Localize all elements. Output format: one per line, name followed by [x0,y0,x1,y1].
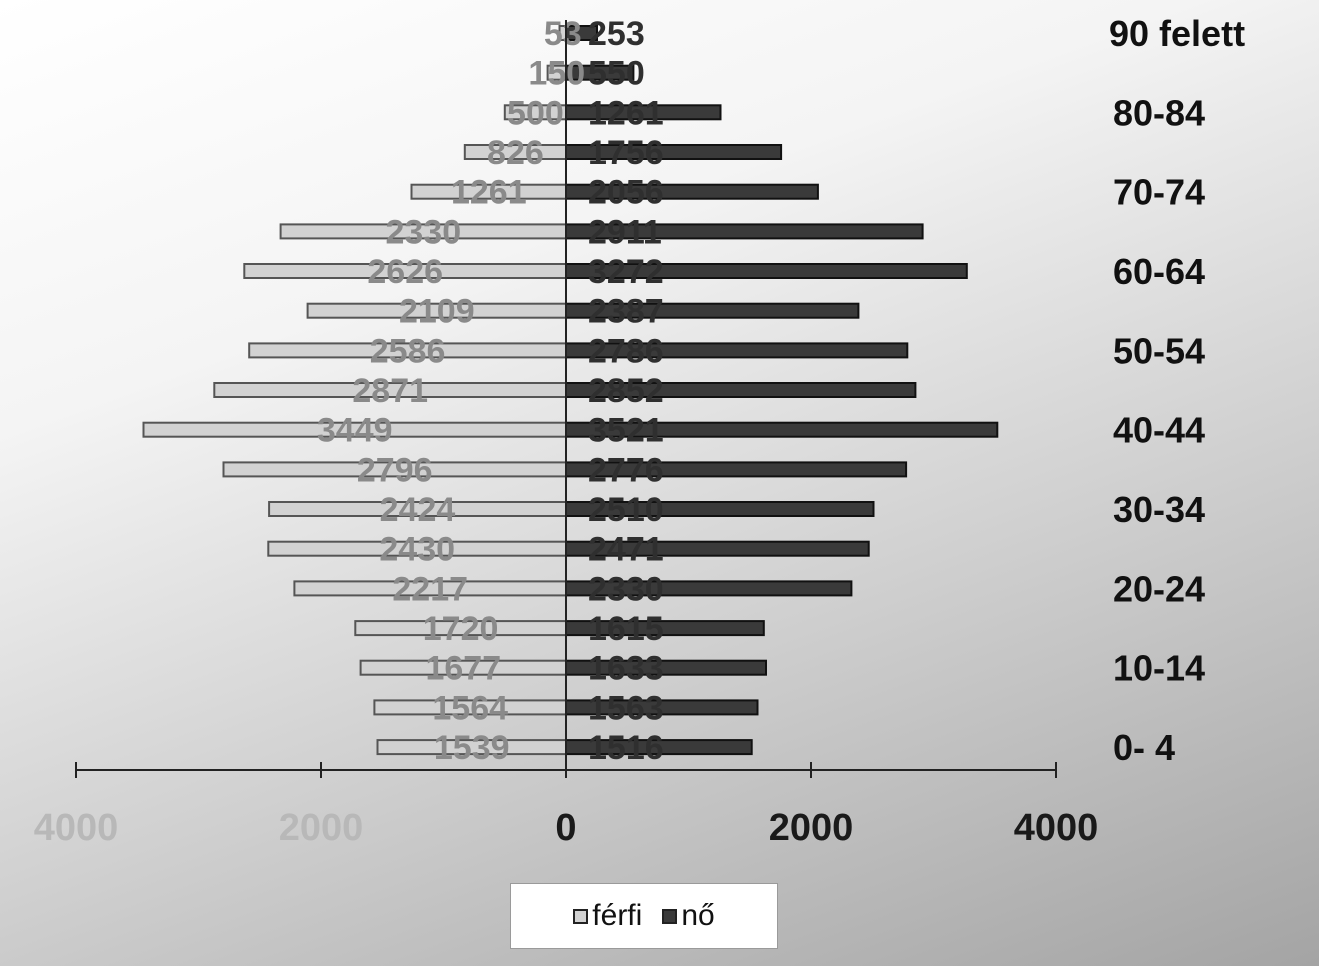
category-label: 0- 4 [1113,727,1175,768]
legend-item-male: férfi [573,899,642,933]
data-label-male: 2871 [352,372,428,410]
data-label-male: 2424 [380,491,456,529]
category-label: 50-54 [1113,330,1205,371]
data-label-male: 150 [528,55,585,93]
data-label-female: 1633 [588,650,664,688]
data-label-male: 2430 [379,531,455,569]
category-label: 10-14 [1113,648,1205,689]
category-label: 90 felett [1109,13,1245,54]
category-label: 80-84 [1113,92,1205,133]
data-label-male: 1261 [451,174,527,212]
x-tick-label: 4000 [1014,807,1099,849]
data-label-male: 2109 [399,293,475,331]
data-label-male: 1720 [423,610,499,648]
data-label-male: 1677 [425,650,501,688]
data-label-female: 1615 [588,610,664,648]
data-label-female: 2056 [588,174,664,212]
x-tick-label: 2000 [769,807,854,849]
category-label: 60-64 [1113,251,1205,292]
legend-swatch-male [573,908,589,924]
data-label-male: 3449 [317,412,393,450]
data-label-male: 500 [507,94,564,132]
data-label-female: 1516 [588,729,664,767]
data-label-female: 2911 [588,213,662,251]
x-tick-label: 4000 [34,807,119,849]
category-label: 70-74 [1113,172,1205,213]
data-label-male: 2796 [357,451,433,489]
category-label: 20-24 [1113,568,1205,609]
legend-label-female: nő [681,899,715,932]
data-label-male: 2626 [367,253,443,291]
legend: férfi nő [510,883,778,949]
data-label-female: 550 [588,55,645,93]
data-label-male: 826 [487,134,544,172]
data-label-female: 2510 [588,491,664,529]
data-label-female: 1756 [588,134,664,172]
data-label-female: 2387 [588,293,664,331]
data-label-male: 1539 [434,729,510,767]
data-label-female: 1261 [588,94,664,132]
data-label-female: 2786 [588,332,664,370]
data-label-female: 1563 [588,689,664,727]
x-tick-label: 0 [555,807,576,849]
legend-swatch-female [662,908,678,924]
data-label-female: 253 [588,15,645,53]
data-label-female: 2471 [588,531,664,569]
legend-label-male: férfi [592,899,643,932]
data-label-female: 2776 [588,451,664,489]
legend-item-female: nő [662,899,715,933]
data-label-male: 2586 [370,332,446,370]
data-label-male: 2330 [385,213,461,251]
data-label-male: 2217 [392,570,468,608]
data-label-female: 2330 [588,570,664,608]
data-label-male: 53 [544,15,582,53]
data-label-female: 2852 [588,372,664,410]
data-label-female: 3272 [588,253,664,291]
data-label-female: 3521 [588,412,664,450]
category-label: 30-34 [1113,489,1205,530]
x-tick-label: 2000 [279,807,364,849]
category-label: 40-44 [1113,410,1205,451]
data-label-male: 1564 [432,689,508,727]
